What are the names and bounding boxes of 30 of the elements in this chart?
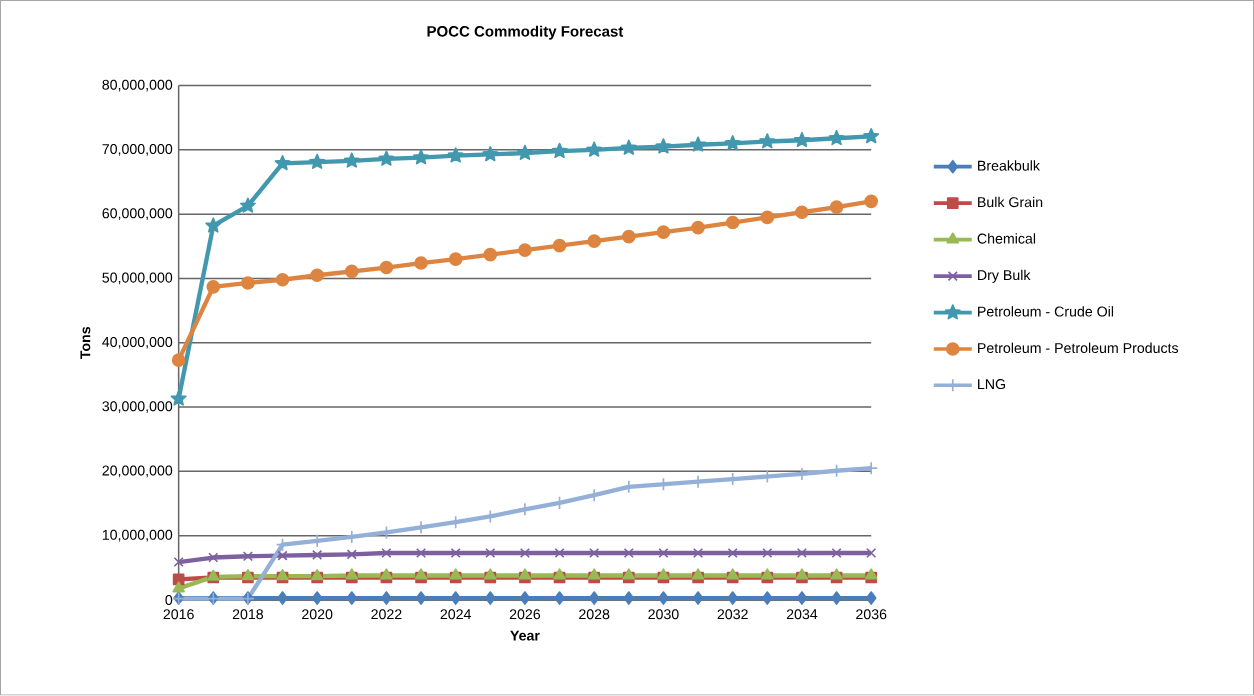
legend-label: LNG: [978, 379, 1005, 390]
chart-title: POCC Commodity Forecast: [427, 25, 624, 40]
x-tick-label: 2020: [302, 609, 333, 620]
x-tick-label: 2018: [232, 609, 264, 620]
x-tick-label: 2034: [786, 609, 818, 620]
y-tick-label: 10,000,000: [102, 530, 173, 542]
y-tick-label: 0: [165, 595, 173, 606]
y-tick-label: 50,000,000: [102, 272, 173, 285]
y-axis-title: Tons: [80, 327, 91, 360]
legend-label: Breakbulk: [978, 160, 1040, 171]
legend-label: Petroleum - Petroleum Products: [978, 342, 1179, 354]
x-tick-label: 2022: [371, 609, 402, 620]
legend-label: Bulk Grain: [978, 196, 1043, 208]
x-tick-label: 2032: [717, 609, 748, 620]
x-tick-label: 2030: [648, 609, 679, 620]
x-axis-title: Year: [510, 630, 540, 641]
x-tick-label: 2036: [856, 609, 887, 620]
legend-label: Chemical: [977, 233, 1036, 244]
y-tick-label: 20,000,000: [102, 465, 173, 478]
x-tick-label: 2028: [579, 609, 610, 620]
x-tick-label: 2026: [509, 609, 541, 620]
y-tick-label: 30,000,000: [102, 401, 173, 414]
x-tick-label: 2016: [163, 609, 194, 620]
x-tick-label: 2024: [440, 609, 472, 620]
y-tick-label: 70,000,000: [102, 144, 173, 156]
legend-label: Petroleum - Crude Oil: [978, 306, 1114, 317]
y-tick-label: 60,000,000: [102, 208, 173, 221]
y-tick-label: 80,000,000: [102, 79, 173, 92]
legend-label: Dry Bulk: [978, 269, 1031, 284]
y-tick-label: 40,000,000: [102, 337, 173, 349]
